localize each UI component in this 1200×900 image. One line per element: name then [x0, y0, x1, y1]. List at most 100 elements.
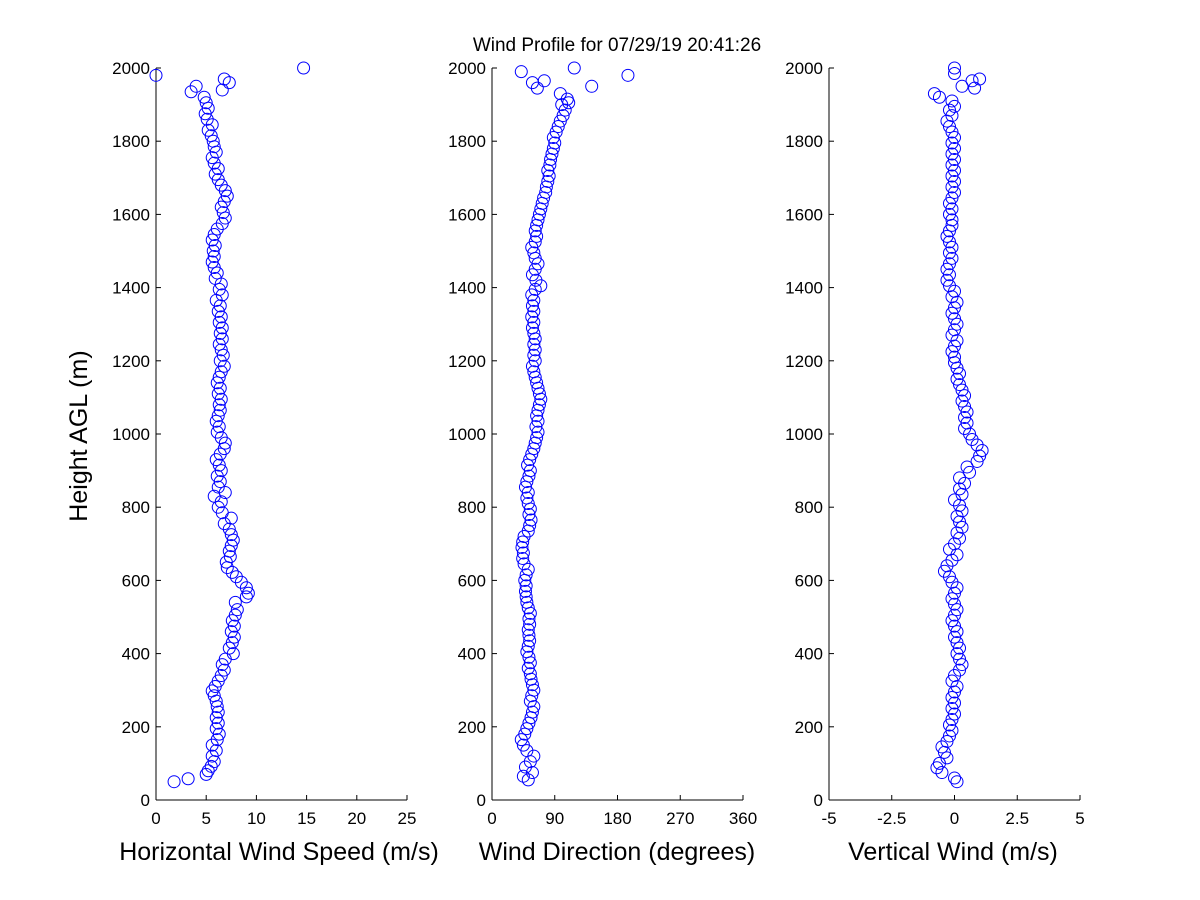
- y-tick-label: 1600: [785, 205, 823, 224]
- data-point: [514, 65, 528, 79]
- data-point: [520, 722, 534, 736]
- data-point: [950, 625, 964, 639]
- data-point: [532, 398, 546, 412]
- data-point: [522, 469, 536, 483]
- y-tick-label: 600: [458, 571, 486, 590]
- data-point: [585, 79, 599, 93]
- data-point: [945, 147, 959, 161]
- y-tick-label: 200: [458, 718, 486, 737]
- data-point: [953, 378, 967, 392]
- data-point: [950, 317, 964, 331]
- data-point: [208, 271, 222, 285]
- data-point: [942, 729, 956, 743]
- data-point: [210, 733, 224, 747]
- data-point: [230, 603, 244, 617]
- data-point: [942, 207, 956, 221]
- data-point: [525, 678, 539, 692]
- data-point: [958, 411, 972, 425]
- y-tick-label: 1400: [448, 279, 486, 298]
- x-tick-label: 15: [297, 809, 316, 828]
- data-point: [960, 405, 974, 419]
- data-point: [942, 718, 956, 732]
- data-point: [207, 260, 221, 274]
- data-point: [528, 235, 542, 249]
- data-point: [945, 328, 959, 342]
- data-point: [516, 738, 530, 752]
- data-point: [519, 590, 533, 604]
- data-point: [213, 403, 227, 417]
- data-point: [940, 734, 954, 748]
- data-point: [205, 233, 219, 247]
- data-point: [945, 674, 959, 688]
- data-point: [523, 667, 537, 681]
- data-point: [955, 394, 969, 408]
- data-point: [937, 564, 951, 578]
- data-point: [549, 125, 563, 139]
- data-point: [945, 180, 959, 194]
- data-point: [211, 705, 225, 719]
- data-point: [197, 90, 211, 104]
- y-tick-label: 800: [122, 498, 150, 517]
- data-point: [200, 112, 214, 126]
- data-point: [948, 185, 961, 199]
- data-point: [541, 174, 555, 188]
- data-point: [212, 315, 226, 329]
- data-point: [942, 235, 956, 249]
- data-point: [519, 579, 533, 593]
- data-point: [524, 513, 538, 527]
- data-point: [950, 372, 964, 386]
- data-point: [210, 425, 224, 439]
- data-point: [209, 711, 223, 725]
- data-point: [539, 185, 553, 199]
- data-point: [948, 66, 961, 80]
- data-point: [527, 293, 541, 307]
- data-point: [945, 251, 959, 265]
- data-point: [548, 136, 562, 150]
- data-point: [948, 61, 961, 75]
- data-point: [521, 639, 535, 653]
- data-point: [217, 72, 231, 86]
- data-point: [216, 206, 230, 220]
- data-point: [207, 156, 221, 170]
- data-point: [940, 751, 954, 765]
- data-point: [529, 420, 543, 434]
- data-point: [542, 169, 556, 183]
- x-tick-label: 20: [347, 809, 366, 828]
- data-point: [942, 279, 956, 293]
- data-point: [211, 409, 225, 423]
- x-tick-label: 360: [729, 809, 757, 828]
- y-tick-label: 1800: [112, 132, 150, 151]
- data-point: [522, 650, 536, 664]
- x-tick-label: 270: [666, 809, 694, 828]
- data-point: [948, 131, 961, 145]
- data-point: [531, 425, 545, 439]
- data-point: [953, 471, 967, 485]
- data-point: [960, 460, 974, 474]
- data-point: [942, 196, 956, 210]
- data-point: [522, 612, 536, 626]
- data-point: [948, 707, 961, 721]
- data-point: [224, 528, 238, 542]
- data-point: [213, 326, 227, 340]
- data-point: [229, 570, 243, 584]
- data-point: [516, 551, 530, 565]
- data-point: [207, 755, 221, 769]
- y-tick-label: 0: [141, 791, 150, 810]
- data-point: [517, 557, 531, 571]
- data-point: [199, 96, 213, 110]
- x-tick-label: 0: [487, 809, 496, 828]
- panel-speed: 0 200 400 600 800 1000 1200 1400 1600 1800 2000 0 5 1…: [112, 59, 416, 828]
- data-point: [960, 416, 974, 430]
- data-point: [945, 169, 959, 183]
- data-point: [223, 550, 237, 564]
- data-point: [522, 508, 536, 522]
- data-point: [521, 773, 535, 787]
- data-point: [530, 229, 544, 243]
- data-point: [528, 343, 542, 357]
- data-point: [527, 315, 541, 329]
- data-point: [955, 383, 969, 397]
- data-point: [546, 142, 560, 156]
- data-point: [948, 597, 961, 611]
- data-point: [955, 520, 969, 534]
